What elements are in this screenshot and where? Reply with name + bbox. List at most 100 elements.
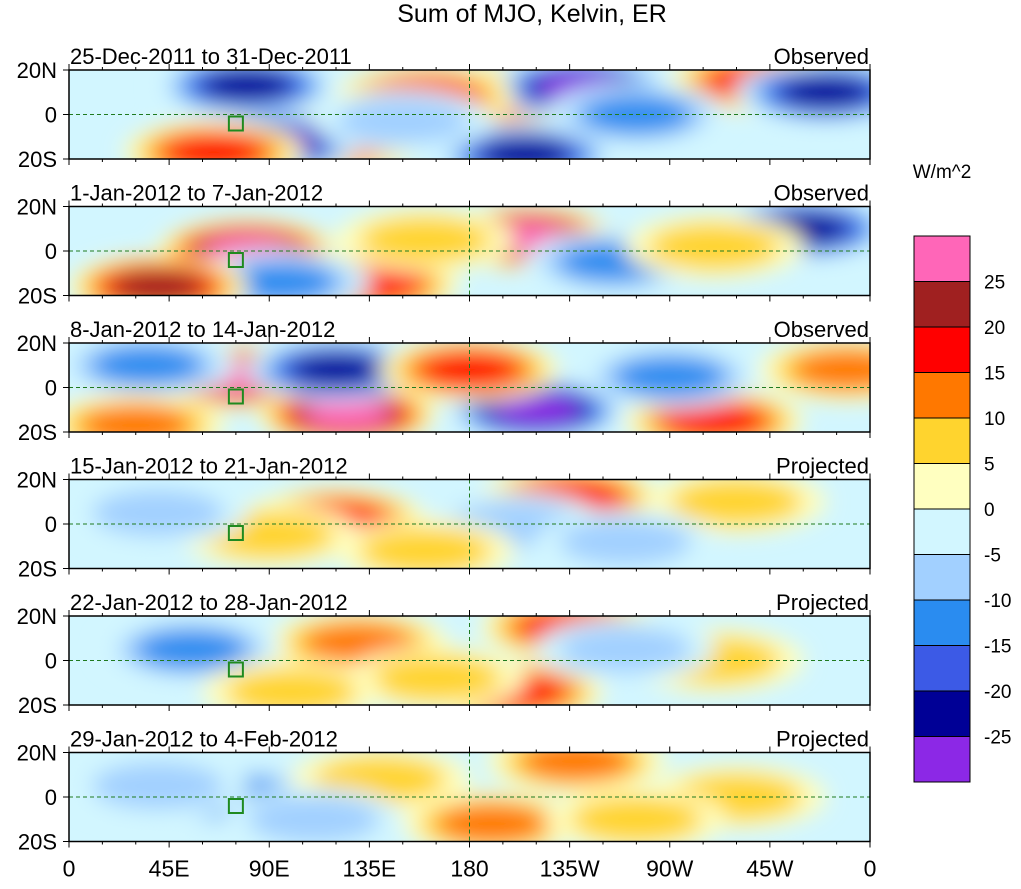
anomaly-contour — [492, 394, 581, 425]
map-panel: 22-Jan-2012 to 28-Jan-2012 Projected 20N 0 2… — [17, 590, 871, 718]
anomaly-contour — [520, 752, 632, 781]
region-box — [227, 115, 244, 132]
anomaly-contour — [163, 134, 264, 159]
panel-date-label: 29-Jan-2012 to 4-Feb-2012 — [70, 727, 338, 752]
colorbar-swatch — [913, 235, 971, 282]
y-tick-label: 20N — [17, 58, 57, 83]
anomaly-contour — [792, 350, 870, 390]
anomaly-contour — [80, 405, 192, 432]
anomaly-contour — [359, 216, 491, 264]
colorbar-swatch — [913, 417, 971, 464]
colorbar-swatch — [913, 508, 971, 555]
region-box — [227, 252, 244, 268]
region-box — [227, 661, 244, 678]
y-tick-label: 20N — [17, 468, 57, 493]
region-box — [227, 798, 244, 814]
panel-type-label: Observed — [774, 181, 869, 206]
anomaly-contour — [614, 356, 726, 396]
colorbar-swatch — [913, 463, 971, 510]
anomaly-contour — [436, 804, 548, 842]
map-panel: 1-Jan-2012 to 7-Jan-2012 Observed 20N 0 20S — [17, 181, 871, 309]
y-tick-label: 0 — [45, 376, 57, 401]
panel-type-label: Observed — [774, 44, 869, 69]
anomaly-contour — [224, 262, 337, 296]
colorbar-swatch — [913, 645, 971, 692]
map-panel: 25-Dec-2011 to 31-Dec-2011 Observed 20N 0 20… — [17, 44, 871, 172]
anomaly-contour — [559, 518, 692, 565]
anomaly-contour — [359, 527, 491, 569]
anomaly-contour — [135, 629, 248, 669]
colorbar-label: -25 — [984, 728, 1011, 749]
colorbar-units: W/m^2 — [913, 162, 972, 183]
x-tick-label: 45E — [149, 856, 190, 882]
anomaly-contour — [111, 270, 205, 296]
panel-type-label: Projected — [776, 727, 869, 752]
anomaly-contour — [419, 352, 520, 388]
anomaly-contour — [200, 70, 294, 102]
x-tick-label: 180 — [450, 856, 488, 882]
anomaly-contour — [570, 796, 703, 842]
panel-date-label: 1-Jan-2012 to 7-Jan-2012 — [70, 181, 323, 206]
chart-title: Sum of MJO, Kelvin, ER — [397, 0, 667, 28]
y-tick-label: 20N — [17, 331, 57, 356]
x-tick-label: 45W — [746, 856, 794, 882]
panel-date-label: 15-Jan-2012 to 21-Jan-2012 — [70, 454, 348, 479]
panel-date-label: 25-Dec-2011 to 31-Dec-2011 — [70, 44, 352, 69]
colorbar-label: 20 — [984, 318, 1005, 339]
x-tick-label: 0 — [864, 856, 877, 882]
y-tick-label: 0 — [45, 785, 57, 810]
x-tick-label: 135W — [540, 856, 600, 882]
anomaly-contour — [247, 796, 380, 842]
colorbar-swatch — [913, 599, 971, 646]
x-axis: 0 45E 90E 135E 180 135W 90W 45W 0 — [63, 856, 877, 882]
anomaly-contour — [670, 479, 803, 525]
colorbar-swatch — [913, 372, 971, 419]
map-panel: 8-Jan-2012 to 14-Jan-2012 Observed 20N 0 20S — [17, 317, 871, 445]
y-tick-label: 20S — [18, 420, 57, 445]
y-tick-label: 0 — [45, 512, 57, 537]
colorbar-label: -10 — [984, 591, 1011, 612]
x-tick-label: 0 — [63, 856, 76, 882]
anomaly-contour — [370, 655, 503, 702]
anomaly-contour — [779, 76, 870, 109]
anomaly-contour — [225, 668, 358, 705]
colorbar: W/m^2 25 20 15 10 5 0 -5 -10 -15 -20 -25 — [913, 162, 1011, 783]
map-panel: 15-Jan-2012 to 21-Jan-2012 Projected 20N 0 2… — [17, 454, 871, 582]
x-tick-label: 90E — [249, 856, 290, 882]
y-tick-label: 0 — [45, 649, 57, 674]
panel-type-label: Projected — [776, 590, 869, 615]
colorbar-label: 25 — [984, 273, 1005, 294]
y-tick-label: 20S — [18, 284, 57, 309]
y-tick-label: 20S — [18, 693, 57, 718]
anomaly-contour — [303, 399, 391, 430]
region-box — [227, 525, 244, 541]
anomaly-contour — [92, 489, 224, 537]
x-tick-label: 135E — [343, 856, 397, 882]
colorbar-swatch — [913, 554, 971, 601]
y-tick-label: 0 — [45, 103, 57, 128]
y-tick-label: 0 — [45, 239, 57, 264]
anomaly-contour — [664, 403, 765, 432]
panel-type-label: Projected — [776, 454, 869, 479]
colorbar-swatch — [913, 281, 971, 328]
colorbar-label: -15 — [984, 637, 1011, 658]
y-tick-label: 20N — [17, 195, 57, 220]
y-tick-label: 20S — [18, 147, 57, 172]
y-tick-label: 20N — [17, 604, 57, 629]
anomaly-contour — [478, 138, 572, 159]
colorbar-label: -5 — [984, 546, 1001, 567]
map-panel: 29-Jan-2012 to 4-Feb-2012 Projected 20N 0 20… — [17, 727, 871, 855]
colorbar-label: 10 — [984, 409, 1005, 430]
colorbar-swatch — [913, 736, 971, 783]
anomaly-contour — [648, 223, 781, 270]
panel-date-label: 8-Jan-2012 to 14-Jan-2012 — [70, 317, 335, 342]
x-tick-label: 90W — [646, 856, 694, 882]
panel-type-label: Observed — [774, 317, 869, 342]
colorbar-label: 0 — [984, 500, 995, 521]
anomaly-contour — [289, 353, 383, 386]
colorbar-label: 15 — [984, 364, 1005, 385]
panel-date-label: 22-Jan-2012 to 28-Jan-2012 — [70, 590, 348, 615]
y-tick-label: 20S — [18, 557, 57, 582]
region-box — [227, 388, 244, 405]
